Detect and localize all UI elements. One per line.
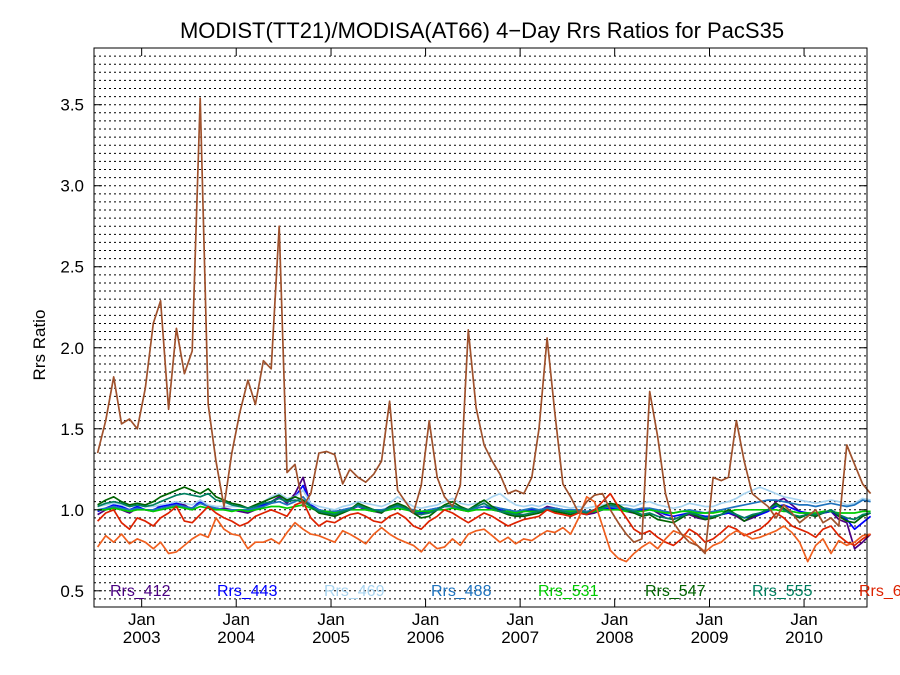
- x-tick-label-year: 2009: [691, 628, 729, 647]
- x-tick-label-month: Jan: [601, 610, 628, 629]
- legend-entry-rrs-443: Rrs_443: [217, 583, 278, 600]
- legend-entry-rrs-531: Rrs_531: [538, 583, 599, 600]
- x-tick-label-month: Jan: [506, 610, 533, 629]
- x-tick-label-year: 2005: [312, 628, 350, 647]
- x-tick-label-year: 2010: [785, 628, 823, 647]
- legend-entry-rrs-555: Rrs_555: [752, 583, 813, 600]
- series-line-rrs-678: [96, 495, 871, 563]
- x-tick-label-year: 2006: [407, 628, 445, 647]
- legend-entry-rrs-488: Rrs_488: [431, 583, 492, 600]
- y-tick-label: 3.0: [60, 177, 84, 196]
- x-tick-label-month: Jan: [696, 610, 723, 629]
- y-tick-label: 0.5: [60, 582, 84, 601]
- x-tick-label-year: 2003: [123, 628, 161, 647]
- legend-entry-rrs-412: Rrs_412: [110, 583, 171, 600]
- series-lines: [96, 97, 872, 563]
- plot-frame: [93, 47, 868, 608]
- legend: Rrs_412 Rrs_443 Rrs_469 Rrs_488 Rrs_531 Rrs_5…: [110, 583, 900, 600]
- series-line-rrs-748: [96, 97, 872, 555]
- y-tick-label: 2.5: [60, 258, 84, 277]
- y-tick-label: 3.5: [60, 96, 84, 115]
- y-axis-label: Rrs Ratio: [30, 310, 49, 381]
- series-line-rrs-555: [97, 492, 871, 521]
- x-tick-label-year: 2007: [501, 628, 539, 647]
- series-line-rrs-531: [97, 504, 871, 514]
- series-line-rrs-547: [97, 486, 871, 524]
- legend-entry-rrs-547: Rrs_547: [645, 583, 706, 600]
- x-tick-label-month: Jan: [412, 610, 439, 629]
- chart-title: MODIST(TT21)/MODISA(AT66) 4−Day Rrs Rati…: [180, 18, 784, 43]
- x-tick-label-month: Jan: [317, 610, 344, 629]
- y-tick-label: 2.0: [60, 339, 84, 358]
- y-tick-label: 1.5: [60, 420, 84, 439]
- x-tick-label-year: 2004: [217, 628, 255, 647]
- legend-entry-rrs-667: Rrs_667: [859, 583, 900, 600]
- x-tick-label-month: Jan: [128, 610, 155, 629]
- x-tick-label-year: 2008: [596, 628, 634, 647]
- x-tick-label-month: Jan: [223, 610, 250, 629]
- axis-ticks: 0.51.01.52.02.53.03.5Jan2003Jan2004Jan20…: [60, 48, 867, 647]
- y-tick-label: 1.0: [60, 501, 84, 520]
- legend-entry-rrs-469: Rrs_469: [324, 583, 385, 600]
- series-line-rrs-469: [97, 486, 871, 511]
- x-tick-label-month: Jan: [790, 610, 817, 629]
